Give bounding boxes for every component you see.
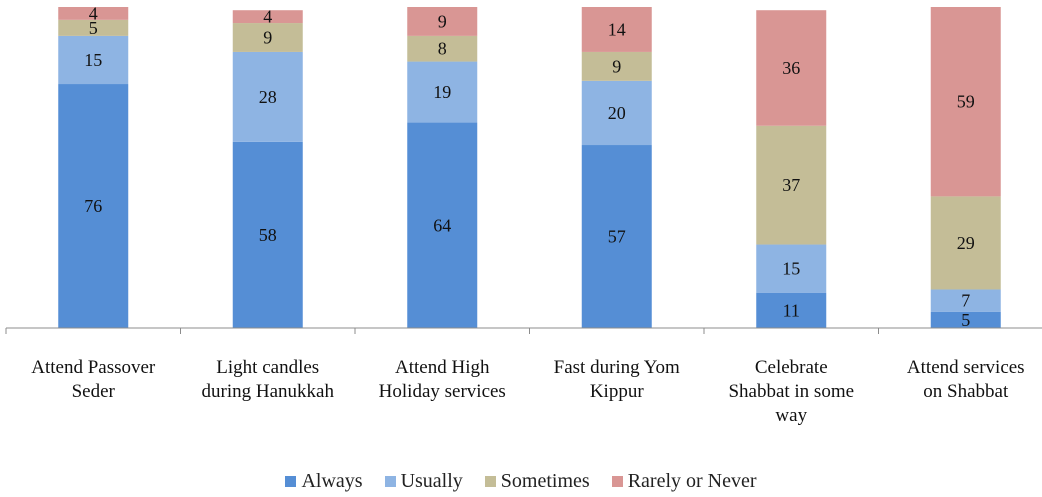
bar-rarely-or-never-attend-passover-seder [58, 7, 129, 20]
data-label-always-celebrate-shabbat-in-some-way: 11 [783, 300, 800, 320]
data-label-rarely-or-never-attend-services-on-shabbat: 59 [957, 92, 975, 112]
data-label-usually-celebrate-shabbat-in-some-way: 15 [782, 259, 800, 279]
bar-usually-light-candles-during-hanukkah [232, 51, 303, 142]
bar-sometimes-light-candles-during-hanukkah [232, 23, 303, 52]
bar-usually-attend-services-on-shabbat [930, 289, 1001, 312]
bars-layer [58, 7, 1001, 328]
bar-always-attend-services-on-shabbat [930, 311, 1001, 328]
bar-usually-attend-high-holiday-services [407, 61, 478, 123]
data-label-always-fast-during-yom-kippur: 57 [608, 227, 626, 247]
bar-rarely-or-never-celebrate-shabbat-in-some-way [756, 10, 827, 126]
data-label-sometimes-attend-passover-seder: 5 [89, 18, 98, 38]
bar-sometimes-fast-during-yom-kippur [581, 51, 652, 81]
data-label-rarely-or-never-light-candles-during-hanukkah: 4 [263, 7, 272, 27]
legend-label: Always [301, 469, 363, 492]
data-label-sometimes-celebrate-shabbat-in-some-way: 37 [782, 175, 800, 195]
category-labels: Attend Passover Seder Light candles during … [31, 357, 1024, 426]
data-label-usually-light-candles-during-hanukkah: 28 [259, 87, 277, 107]
data-label-usually-fast-during-yom-kippur: 20 [608, 103, 626, 123]
legend-swatch [484, 475, 496, 487]
legend-item-always: Always [285, 469, 363, 493]
bar-always-attend-high-holiday-services [407, 122, 478, 328]
data-label-always-light-candles-during-hanukkah: 58 [259, 225, 277, 245]
stacked-bar-chart: 761554582894641989572091411153736572959 … [5, 3, 1042, 426]
x-axis-ticks [5, 328, 879, 334]
legend-item-rarely-or-never: Rarely or Never [611, 469, 757, 493]
category-label-light-candles-during-hanukkah: Light candles during Hanukkah [202, 357, 335, 402]
legend-swatch [611, 475, 623, 487]
data-label-rarely-or-never-celebrate-shabbat-in-some-way: 36 [782, 58, 800, 78]
legend-swatch [285, 475, 297, 487]
data-label-always-attend-services-on-shabbat: 5 [961, 310, 970, 330]
data-label-rarely-or-never-attend-high-holiday-services: 9 [438, 11, 447, 31]
legend-item-sometimes: Sometimes [484, 469, 590, 493]
category-label-attend-passover-seder: Attend Passover Seder [31, 357, 156, 402]
bar-usually-fast-during-yom-kippur [581, 80, 652, 146]
legend-swatch [384, 475, 396, 487]
data-label-rarely-or-never-fast-during-yom-kippur: 14 [608, 19, 626, 39]
data-label-usually-attend-services-on-shabbat: 7 [961, 291, 970, 311]
legend-label: Usually [400, 469, 463, 492]
bar-sometimes-celebrate-shabbat-in-some-way [756, 125, 827, 245]
data-label-rarely-or-never-attend-passover-seder: 4 [89, 3, 98, 23]
bar-rarely-or-never-attend-services-on-shabbat [930, 7, 1001, 197]
bar-rarely-or-never-fast-during-yom-kippur [581, 7, 652, 52]
legend: Always Usually Sometimes Rarely or Never [0, 467, 1042, 495]
bar-sometimes-attend-high-holiday-services [407, 35, 478, 62]
data-label-always-attend-high-holiday-services: 64 [433, 215, 451, 235]
bar-always-attend-passover-seder [58, 84, 129, 328]
data-label-sometimes-light-candles-during-hanukkah: 9 [263, 27, 272, 47]
legend-item-usually: Usually [384, 469, 463, 493]
data-label-always-attend-passover-seder: 76 [84, 196, 102, 216]
legend-label: Rarely or Never [627, 469, 757, 492]
category-label-attend-services-on-shabbat: Attend services on Shabbat [907, 357, 1025, 402]
data-label-sometimes-fast-during-yom-kippur: 9 [612, 56, 621, 76]
data-label-sometimes-attend-high-holiday-services: 8 [438, 39, 447, 59]
category-label-attend-high-holiday-services: Attend High Holiday services [379, 357, 506, 402]
bar-sometimes-attend-services-on-shabbat [930, 196, 1001, 290]
category-label-fast-during-yom-kippur: Fast during Yom Kippur [554, 357, 680, 402]
data-label-sometimes-attend-services-on-shabbat: 29 [957, 233, 975, 253]
bar-rarely-or-never-light-candles-during-hanukkah [232, 10, 303, 24]
legend-label: Sometimes [500, 469, 590, 492]
bar-sometimes-attend-passover-seder [58, 19, 129, 36]
bar-always-fast-during-yom-kippur [581, 145, 652, 328]
bar-always-light-candles-during-hanukkah [232, 141, 303, 328]
data-label-usually-attend-high-holiday-services: 19 [433, 82, 451, 102]
category-label-celebrate-shabbat-in-some-way: Celebrate Shabbat in some way [728, 357, 854, 426]
bar-usually-celebrate-shabbat-in-some-way [756, 244, 827, 293]
bar-always-celebrate-shabbat-in-some-way [756, 292, 827, 328]
data-label-usually-attend-passover-seder: 15 [84, 50, 102, 70]
bar-rarely-or-never-attend-high-holiday-services [407, 7, 478, 36]
bar-usually-attend-passover-seder [58, 35, 129, 85]
